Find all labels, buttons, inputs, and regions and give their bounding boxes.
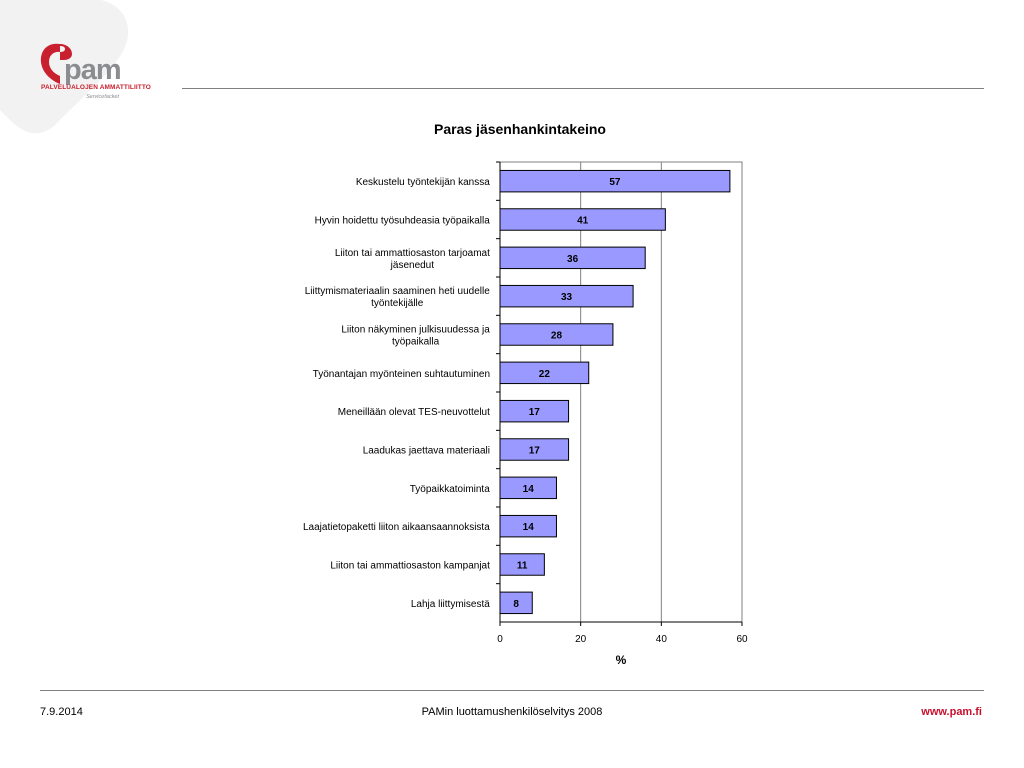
category-labels: Keskustelu työntekijän kanssa Hyvin hoide… — [303, 177, 490, 610]
category-label-line: työntekijälle — [371, 298, 424, 309]
x-tick-label: 0 — [497, 634, 503, 645]
logo-heart-mark — [40, 43, 72, 84]
bar-value-label: 11 — [517, 561, 528, 572]
heart-background-shape — [0, 0, 129, 134]
x-tick-label: 40 — [656, 634, 668, 645]
category-label-line: työpaikalla — [392, 337, 440, 348]
category-label-line: Työpaikkatoiminta — [410, 484, 490, 495]
category-label: Meneillään olevat TES-neuvottelut — [338, 407, 490, 418]
bar-value-label: 41 — [577, 216, 589, 227]
bar-chart: Paras jäsenhankintakeino 57 41 36 33 28 22 17 1… — [303, 121, 748, 667]
category-label: Työpaikkatoiminta — [410, 484, 490, 495]
category-label-line: Meneillään olevat TES-neuvottelut — [338, 407, 490, 418]
category-label-line: Liiton tai ammattiosaston tarjoamat — [335, 248, 490, 259]
x-tick-label: 20 — [575, 634, 587, 645]
chart-title: Paras jäsenhankintakeino — [434, 121, 606, 137]
bar-value-label: 17 — [529, 407, 541, 418]
category-label-line: Liiton tai ammattiosaston kampanjat — [330, 561, 490, 572]
bar-value-label: 22 — [539, 369, 551, 380]
x-tick-labels: 0 20 40 60 — [497, 622, 748, 645]
footer-divider — [40, 690, 984, 691]
bar-value-label: 17 — [529, 446, 541, 457]
category-label-line: Liittymismateriaalin saaminen heti uudel… — [305, 286, 491, 297]
logo-wordmark: pam — [64, 54, 122, 86]
category-label-line: Hyvin hoidettu työsuhdeasia työpaikalla — [315, 216, 491, 227]
bar-value-label: 14 — [523, 522, 535, 533]
category-label: Lahja liittymisestä — [411, 599, 490, 610]
bar-value-label: 8 — [513, 599, 519, 610]
footer-date: 7.9.2014 — [40, 706, 83, 718]
category-label: Keskustelu työntekijän kanssa — [356, 177, 490, 188]
bar-value-label: 57 — [609, 177, 621, 188]
category-label: Liiton näkyminen julkisuudessa ja työpaik… — [341, 325, 490, 348]
category-label-line: Työnantajan myönteinen suhtautuminen — [313, 369, 490, 380]
category-label-line: Liiton näkyminen julkisuudessa ja — [341, 325, 490, 336]
category-label-line: jäsenedut — [390, 260, 435, 271]
plot-area — [499, 161, 743, 623]
category-label-line: Laadukas jaettava materiaali — [363, 446, 490, 457]
category-label-line: Laajatietopaketti liiton aikaansaannoksi… — [303, 522, 490, 533]
bar-value-label: 33 — [561, 292, 573, 303]
category-label-line: Lahja liittymisestä — [411, 599, 490, 610]
category-label-line: Keskustelu työntekijän kanssa — [356, 177, 490, 188]
x-axis-label: % — [616, 653, 627, 667]
footer-report-title: PAMin luottamushenkilöselvitys 2008 — [421, 706, 603, 718]
bar-value-label: 14 — [523, 484, 535, 495]
gridlines — [580, 162, 662, 622]
x-tick-label: 60 — [736, 634, 748, 645]
category-label: Hyvin hoidettu työsuhdeasia työpaikalla — [315, 216, 491, 227]
pam-logo[interactable]: pam PALVELUALOJEN AMMATTILIITTO Servicef… — [38, 40, 151, 120]
header-divider — [182, 88, 984, 89]
bar-value-label: 36 — [567, 254, 579, 265]
footer-website-link[interactable]: www.pam.fi — [921, 706, 982, 718]
category-label: Työnantajan myönteinen suhtautuminen — [313, 369, 490, 380]
logo-subtitle: Servicefacket — [86, 94, 120, 100]
category-label: Laajatietopaketti liiton aikaansaannoksi… — [303, 522, 490, 533]
bar-value-label: 28 — [551, 331, 563, 342]
category-label: Liittymismateriaalin saaminen heti uudel… — [305, 286, 491, 309]
category-label: Liiton tai ammattiosaston tarjoamat jäsen… — [335, 248, 490, 271]
category-label: Laadukas jaettava materiaali — [363, 446, 490, 457]
category-label: Liiton tai ammattiosaston kampanjat — [330, 561, 490, 572]
logo-organization-name: PALVELUALOJEN AMMATTILIITTO — [41, 84, 151, 91]
